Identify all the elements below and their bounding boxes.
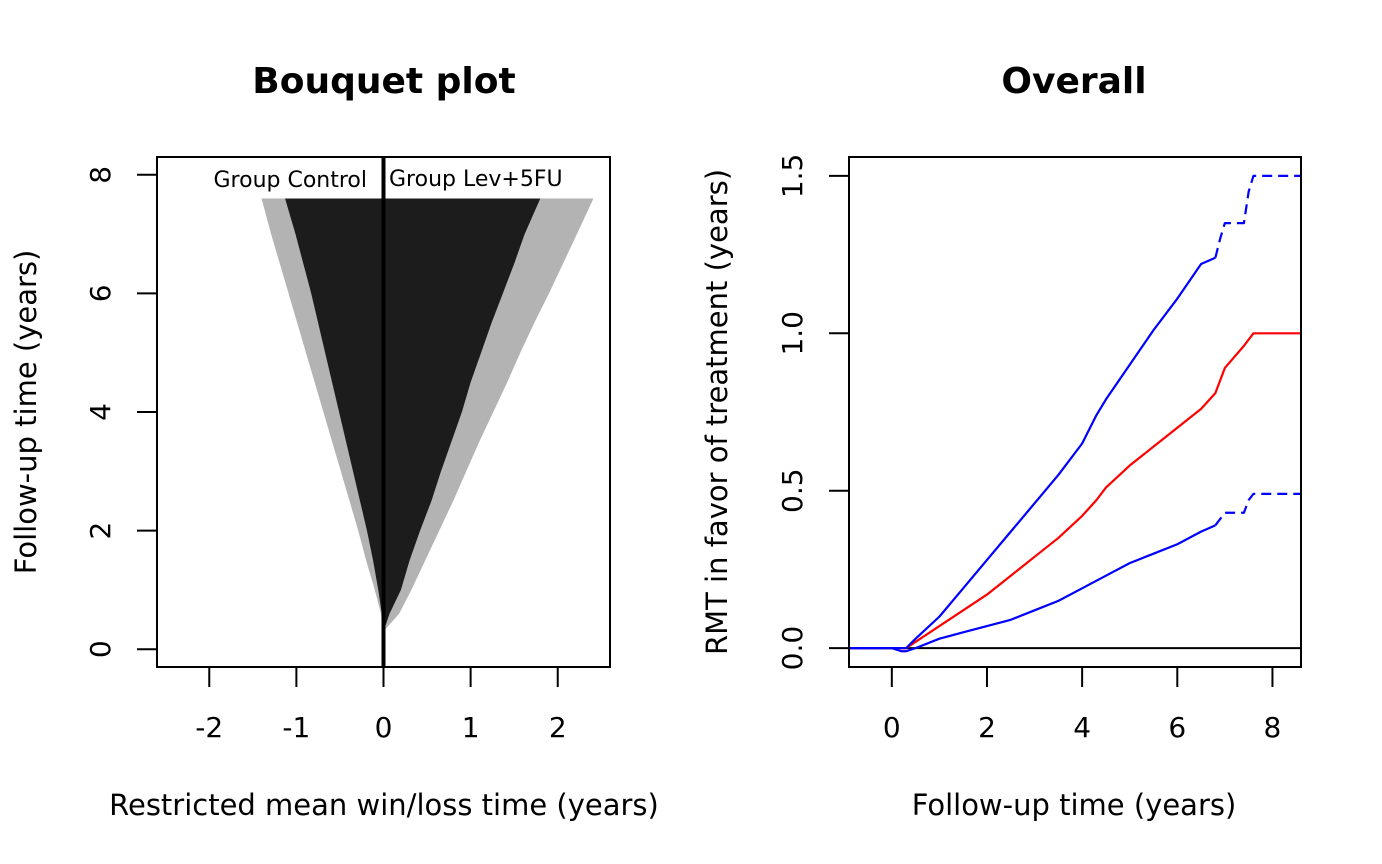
overall-plot-frame (848, 156, 1302, 668)
overall-series (849, 174, 1301, 653)
y-tick-label: 0.0 (776, 626, 809, 671)
overall-plot-title: Overall (1001, 61, 1146, 102)
overall-axes: 0 2 4 6 8 0.0 0.5 1.0 1.5 (776, 154, 1281, 744)
series-line-1 (849, 256, 1216, 650)
bouquet-x-axis-label: Restricted mean win/loss time (years) (109, 788, 659, 822)
bouquet-areas (261, 157, 594, 667)
series-line-3 (849, 524, 1216, 653)
bouquet-plot-title: Bouquet plot (252, 61, 515, 102)
y-tick-label: 6 (84, 284, 117, 302)
x-tick-label: -2 (195, 711, 223, 744)
y-tick-label: 2 (84, 522, 117, 540)
bouquet-y-axis-label: Follow-up time (years) (9, 250, 43, 575)
x-tick-label: 8 (1264, 711, 1282, 744)
x-tick-label: 0 (375, 711, 393, 744)
x-tick-label: 0 (883, 711, 901, 744)
series-line-2 (1214, 174, 1301, 259)
series-line-4 (1214, 492, 1301, 526)
x-tick-label: 1 (462, 711, 480, 744)
overall-x-axis-label: Follow-up time (years) (912, 788, 1237, 822)
x-tick-label: 4 (1073, 711, 1091, 744)
x-tick-label: 2 (549, 711, 567, 744)
x-tick-label: 6 (1168, 711, 1186, 744)
x-tick-label: 2 (978, 711, 996, 744)
y-tick-label: 0.5 (776, 468, 809, 513)
x-tick-label: -1 (282, 711, 310, 744)
overall-y-axis-label: RMT in favor of treatment (years) (700, 169, 734, 655)
y-tick-label: 1.0 (776, 311, 809, 356)
series-line-0 (849, 332, 1301, 650)
y-tick-label: 8 (84, 166, 117, 184)
group-label-control: Group Control (214, 168, 368, 193)
overall-plot-panel: Overall 0 2 4 6 8 0.0 0.5 1.0 1.5 Follow-up time… (700, 61, 1302, 822)
y-tick-label: 1.5 (776, 154, 809, 199)
y-tick-label: 0 (84, 640, 117, 658)
y-tick-label: 4 (84, 403, 117, 421)
bouquet-axes: -2 -1 0 1 2 0 2 4 6 8 (84, 166, 567, 744)
group-label-lev5fu: Group Lev+5FU (389, 167, 563, 192)
bouquet-plot-frame (156, 156, 611, 668)
inner-estimate-area (285, 198, 541, 632)
